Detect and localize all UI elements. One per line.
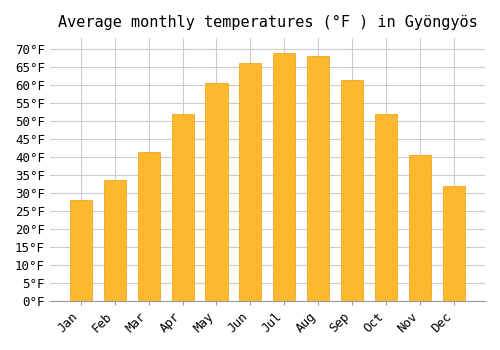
Bar — [443, 186, 465, 301]
Bar — [240, 63, 262, 301]
Bar — [308, 56, 330, 301]
Bar — [70, 200, 92, 301]
Bar — [206, 83, 228, 301]
Bar — [342, 79, 363, 301]
Title: Average monthly temperatures (°F ) in Gyöngyös: Average monthly temperatures (°F ) in Gy… — [58, 15, 478, 30]
Bar — [104, 180, 126, 301]
Bar — [172, 114, 194, 301]
Bar — [138, 152, 160, 301]
Bar — [409, 155, 432, 301]
Bar — [375, 114, 398, 301]
Bar — [274, 52, 295, 301]
